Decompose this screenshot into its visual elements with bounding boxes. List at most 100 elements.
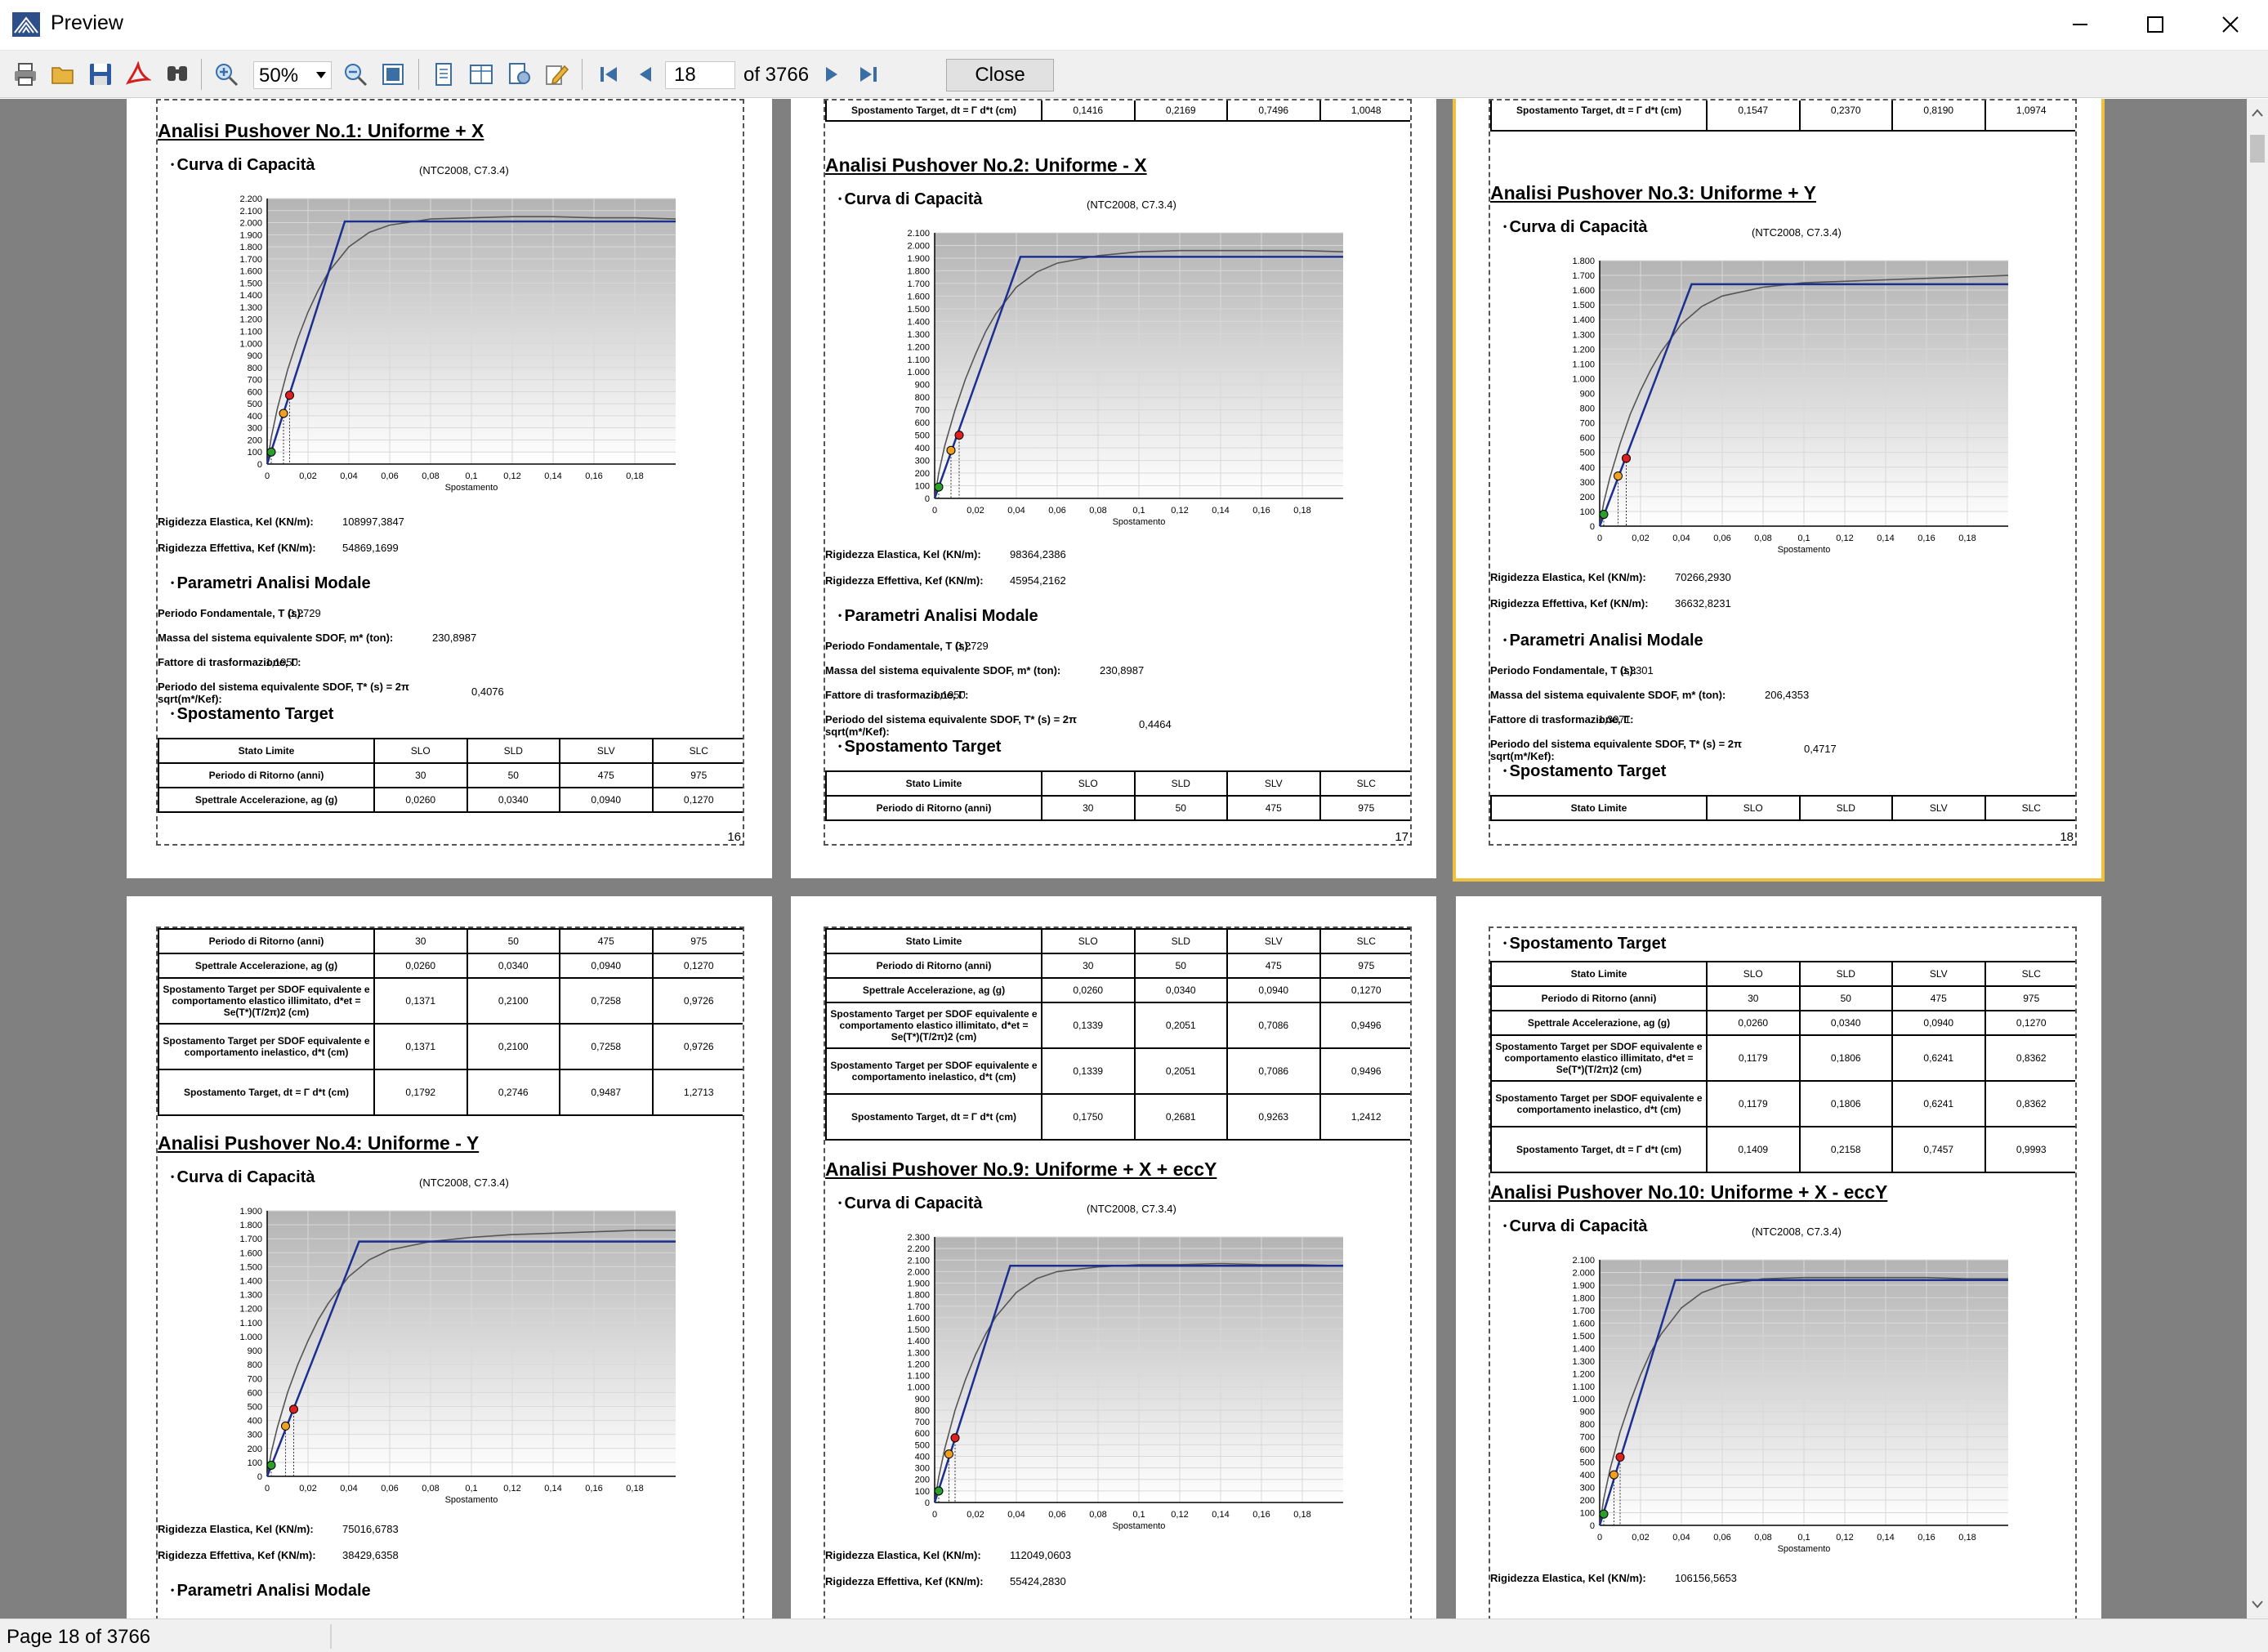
zoom-out-icon[interactable] — [340, 59, 371, 90]
table-row: Periodo di Ritorno (anni) 30 50 475 975 — [825, 795, 1410, 821]
maximize-button[interactable] — [2118, 0, 2193, 49]
scrollbar-thumb[interactable] — [2250, 135, 2265, 163]
close-window-button[interactable] — [2193, 0, 2268, 49]
status-text: Page 18 of 3766 — [7, 1626, 151, 1648]
table-cell: 0,9496 — [1319, 1002, 1410, 1049]
zoom-select[interactable]: 50% — [253, 61, 332, 89]
previous-page-icon[interactable] — [631, 59, 662, 90]
stiffness-label: Rigidezza Effettiva, Kef (KN/m): — [158, 542, 316, 554]
document-viewport[interactable]: 16 Analisi Pushover No.1: Uniforme + X Cur… — [0, 99, 2247, 1619]
y-tick-label: 900 — [248, 1346, 262, 1356]
pdf-export-icon[interactable] — [123, 59, 154, 90]
find-icon[interactable] — [162, 59, 193, 90]
y-tick-label: 900 — [915, 381, 930, 391]
table-cell: 475 — [1226, 795, 1321, 821]
page-number-input[interactable] — [665, 61, 735, 89]
y-tick-label: 700 — [248, 1374, 262, 1384]
fit-page-icon[interactable] — [377, 59, 409, 90]
x-tick-label: 0,04 — [1007, 1510, 1025, 1520]
x-tick-label: 0,04 — [1672, 1533, 1690, 1543]
zoom-in-icon[interactable] — [211, 59, 242, 90]
save-icon[interactable] — [85, 59, 116, 90]
x-tick-label: 0 — [932, 506, 937, 516]
x-axis-label: Spostamento — [445, 1495, 498, 1505]
open-folder-icon[interactable] — [47, 59, 78, 90]
scroll-up-icon[interactable] — [2251, 107, 2264, 118]
stiffness-value: 70266,2930 — [1675, 571, 1731, 583]
x-tick-label: 0,04 — [1007, 506, 1025, 516]
table-cell: 0,8362 — [1984, 1080, 2075, 1127]
title-bar: Preview — [0, 0, 2268, 51]
first-page-icon[interactable] — [593, 59, 624, 90]
bilinear-line — [266, 1240, 676, 1477]
y-tick-label: 1.200 — [239, 1305, 262, 1315]
table-cell: 1,2713 — [651, 1069, 743, 1116]
stiffness-label: Rigidezza Effettiva, Kef (KN/m): — [825, 574, 984, 587]
x-tick-label: 0 — [265, 471, 270, 481]
y-tick-label: 1.300 — [239, 303, 262, 313]
print-icon[interactable] — [10, 59, 41, 90]
y-tick-label: 400 — [1580, 1471, 1595, 1480]
minimize-button[interactable] — [2043, 0, 2118, 49]
table-row: Spostamento Target, dt = Γ d*t (cm) 0,140… — [1490, 1126, 2075, 1173]
y-tick-label: 1.800 — [907, 266, 930, 276]
x-tick-label: 0,12 — [1171, 506, 1188, 516]
table-row: Spostamento Target per SDOF equivalente … — [158, 1023, 743, 1070]
table-cell: 30 — [1041, 795, 1136, 821]
page-setup-icon[interactable] — [503, 59, 534, 90]
table-cell: 975 — [1319, 953, 1410, 979]
edit-icon[interactable] — [541, 59, 572, 90]
y-tick-label: 0 — [257, 1472, 262, 1482]
last-page-icon[interactable] — [853, 59, 884, 90]
y-tick-label: 700 — [915, 406, 930, 416]
x-tick-label: 0,06 — [1048, 506, 1065, 516]
table-cell: 0,0940 — [559, 953, 654, 979]
y-tick-label: 1.500 — [1572, 1332, 1595, 1342]
table-row: Spettrale Accelerazione, ag (g) 0,0260 0,0… — [158, 787, 743, 813]
y-tick-label: 1.500 — [1572, 301, 1595, 310]
capacity-curve-line — [1599, 275, 2009, 527]
y-tick-label: 1.300 — [907, 330, 930, 340]
next-page-icon[interactable] — [815, 59, 846, 90]
y-tick-label: 500 — [248, 400, 262, 409]
table-header-row: Stato Limite SLO SLD SLV SLC — [825, 770, 1410, 797]
y-tick-label: 500 — [915, 431, 930, 441]
y-tick-label: 1.200 — [1572, 345, 1595, 355]
vertical-scrollbar[interactable] — [2247, 99, 2268, 1619]
limit-state-table: Stato Limite SLO SLD SLV SLC Periodo di Ritor… — [825, 770, 1410, 821]
section-heading: Spostamento Target — [838, 738, 1002, 757]
single-page-icon[interactable] — [428, 59, 459, 90]
table-row: Spettrale Accelerazione, ag (g) 0,0260 0,0… — [1490, 1010, 2075, 1036]
stiffness-label: Rigidezza Effettiva, Kef (KN/m): — [158, 1549, 316, 1561]
stiffness-label: Rigidezza Elastica, Kel (KN/m): — [1490, 571, 1646, 583]
norm-reference: (NTC2008, C7.3.4) — [1752, 226, 1842, 239]
modal-parameter-label: Periodo Fondamentale, T (s): — [158, 607, 305, 619]
table-header-cell: Stato Limite — [158, 738, 375, 764]
toolbar: 50% of 3766 Close — [0, 51, 2268, 98]
y-tick-label: 2.000 — [239, 219, 262, 229]
table-row-label: Periodo di Ritorno (anni) — [825, 795, 1042, 821]
y-tick-label: 0 — [925, 1498, 930, 1508]
table-cell: 1,0048 — [1319, 100, 1410, 122]
stiffness-label: Rigidezza Effettiva, Kef (KN/m): — [1490, 597, 1649, 609]
y-tick-label: 1.100 — [1572, 1382, 1595, 1392]
target-point — [1614, 471, 1623, 481]
table-cell: 0,1547 — [1706, 100, 1801, 132]
capacity-curve-line — [934, 1262, 1344, 1503]
two-pages-icon[interactable] — [466, 59, 497, 90]
section-heading: Parametri Analisi Modale — [838, 607, 1038, 626]
target-point — [1615, 1452, 1625, 1462]
x-tick-label: 0,06 — [1713, 534, 1730, 543]
table-row: Spostamento Target, dt = Γ d*t (cm) 0,154… — [1490, 100, 2075, 132]
table-row-label: Spostamento Target per SDOF equivalente … — [825, 1002, 1042, 1049]
limit-state-table: Periodo di Ritorno (anni) 30 50 475 975 Spett… — [158, 928, 743, 1116]
y-tick-label: 1.000 — [239, 1333, 262, 1342]
norm-reference: (NTC2008, C7.3.4) — [419, 1176, 509, 1189]
scroll-down-icon[interactable] — [2251, 1599, 2264, 1610]
close-button[interactable]: Close — [946, 59, 1054, 92]
y-tick-label: 1.600 — [239, 267, 262, 277]
x-tick-label: 0,1 — [465, 1484, 477, 1493]
table-header-cell: SLV — [1226, 770, 1321, 797]
y-tick-label: 1.300 — [239, 1291, 262, 1301]
capacity-curve-line — [1599, 1276, 2008, 1526]
